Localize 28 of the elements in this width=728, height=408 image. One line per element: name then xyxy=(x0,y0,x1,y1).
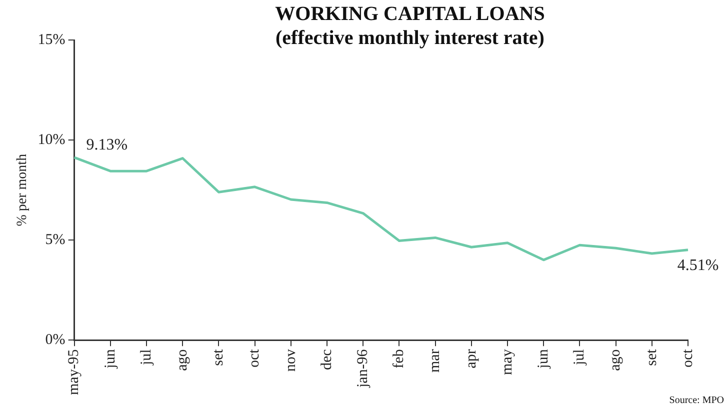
x-tick-label: dec xyxy=(318,348,335,370)
x-tick-label: nov xyxy=(282,348,299,372)
y-tick-label: 10% xyxy=(38,132,66,148)
y-tick-label: 15% xyxy=(38,32,66,48)
x-tick-label: jun xyxy=(102,348,118,370)
x-tick-label: set xyxy=(644,348,660,366)
x-tick-label: feb xyxy=(391,349,408,368)
x-tick-label: ago xyxy=(174,349,191,371)
y-axis-title: % per month xyxy=(15,154,30,226)
y-tick-label: 5% xyxy=(45,232,66,248)
x-tick-label: ago xyxy=(608,349,624,371)
chart-title: WORKING CAPITAL LOANS xyxy=(274,2,546,26)
data-label: 4.51% xyxy=(677,257,719,274)
x-tick-label: set xyxy=(210,348,227,366)
chart-subtitle: (effective monthly interest rate) xyxy=(274,26,546,50)
x-tick-label: jun xyxy=(536,348,552,370)
x-tick-label: mar xyxy=(427,349,444,373)
x-tick-label: apr xyxy=(463,349,480,368)
x-tick-label: may xyxy=(499,348,516,376)
x-tick-label: jul xyxy=(138,349,154,366)
x-tick-label: oct xyxy=(680,348,696,368)
source-note: Source: MPO xyxy=(669,395,724,406)
x-tick-label: jan-96 xyxy=(355,348,372,389)
x-tick-label: may-95 xyxy=(66,349,82,396)
x-tick-label: jul xyxy=(572,349,588,366)
x-tick-label: oct xyxy=(246,348,263,368)
data-label: 9.13% xyxy=(86,136,128,154)
y-tick-label: 0% xyxy=(45,332,66,348)
